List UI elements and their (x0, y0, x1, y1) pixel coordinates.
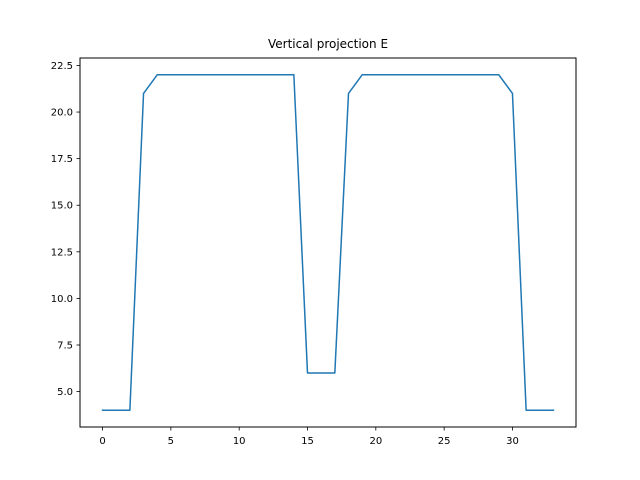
y-tick-label: 17.5 (51, 154, 73, 165)
y-axis: 5.0 7.5 10.0 12.5 15.0 17.5 20.0 22.5 (51, 61, 80, 398)
y-tick-label: 12.5 (51, 247, 73, 258)
x-axis: 0 5 10 15 20 25 30 (99, 427, 519, 447)
x-tick-label: 5 (168, 436, 174, 447)
y-tick-label: 10.0 (51, 294, 73, 305)
y-tick-label: 22.5 (51, 61, 73, 72)
y-tick-label: 5.0 (57, 387, 73, 398)
x-tick-label: 20 (369, 436, 382, 447)
x-tick-label: 25 (438, 436, 451, 447)
x-tick-label: 0 (99, 436, 105, 447)
y-tick-label: 7.5 (57, 341, 73, 352)
axes-frame (79, 57, 577, 428)
y-tick-label: 15.0 (51, 201, 73, 212)
x-tick-label: 15 (301, 436, 314, 447)
x-tick-label: 30 (506, 436, 519, 447)
chart-title: Vertical projection E (268, 37, 388, 51)
x-tick-label: 10 (233, 436, 246, 447)
plot-area (101, 74, 555, 411)
y-tick-label: 20.0 (51, 108, 73, 119)
series-line (101, 74, 555, 411)
